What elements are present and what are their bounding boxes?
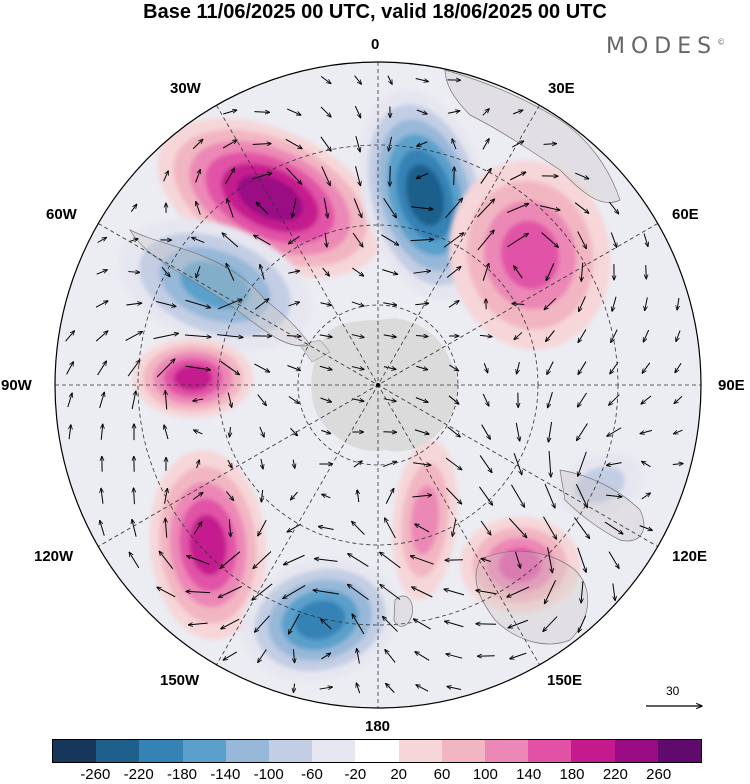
lon-label-0: 0: [371, 37, 379, 53]
colorbar-swatch: [226, 740, 269, 762]
polar-map: [0, 0, 750, 735]
wind-arrow: [383, 432, 396, 433]
colorbar-tick-label: 260: [646, 766, 671, 783]
colorbar-swatch: [615, 740, 658, 762]
colorbar-swatch: [658, 740, 701, 762]
lon-label-60w: 60W: [46, 207, 77, 223]
colorbar-tick-label: 220: [603, 766, 628, 783]
colorbar-swatch: [571, 740, 614, 762]
colorbar-swatch: [399, 740, 442, 762]
colorbar-labels: -260 -220 -180 -140 -100 -60 -20 20 60 100 140 180 2…: [0, 766, 750, 784]
lon-label-120w: 120W: [34, 549, 73, 565]
colorbar-tick-label: -20: [344, 766, 366, 783]
reference-vector-label: 30: [666, 684, 679, 698]
colorbar-tick-label: -260: [80, 766, 110, 783]
colorbar-swatch: [139, 740, 182, 762]
colorbar-swatch: [269, 740, 312, 762]
colorbar-swatch: [312, 740, 355, 762]
colorbar-tick-label: 180: [559, 766, 584, 783]
lon-label-30e: 30E: [548, 81, 575, 97]
colorbar-swatch: [355, 740, 398, 762]
lon-label-150w: 150W: [160, 673, 199, 689]
colorbar-tick-label: 20: [390, 766, 407, 783]
lon-label-30w: 30W: [170, 81, 201, 97]
wind-arrow: [476, 624, 496, 625]
lon-label-120e: 120E: [672, 549, 707, 565]
lon-label-180: 180: [365, 719, 390, 735]
lon-label-60e: 60E: [672, 207, 699, 223]
colorbar-swatch: [528, 740, 571, 762]
colorbar-tick-label: 60: [434, 766, 451, 783]
colorbar-swatch: [442, 740, 485, 762]
colorbar-tick-label: 140: [516, 766, 541, 783]
colorbar-tick-label: 100: [473, 766, 498, 783]
pole-marker: [376, 383, 380, 387]
colorbar-tick-label: -140: [210, 766, 240, 783]
colorbar: [52, 739, 702, 763]
colorbar-tick-label: -60: [301, 766, 323, 783]
colorbar-swatch: [183, 740, 226, 762]
colorbar-swatch: [53, 740, 96, 762]
wind-arrow: [454, 167, 455, 185]
colorbar-tick-label: -220: [124, 766, 154, 783]
colorbar-tick-label: -180: [167, 766, 197, 783]
colorbar-swatch: [96, 740, 139, 762]
lon-label-90w: 90W: [1, 378, 32, 394]
colorbar-tick-label: -100: [254, 766, 284, 783]
lon-label-90e: 90E: [718, 378, 745, 394]
anomaly-high-west: [133, 338, 253, 418]
colorbar-swatch: [485, 740, 528, 762]
wind-arrow: [254, 112, 269, 113]
lon-label-150e: 150E: [547, 673, 582, 689]
